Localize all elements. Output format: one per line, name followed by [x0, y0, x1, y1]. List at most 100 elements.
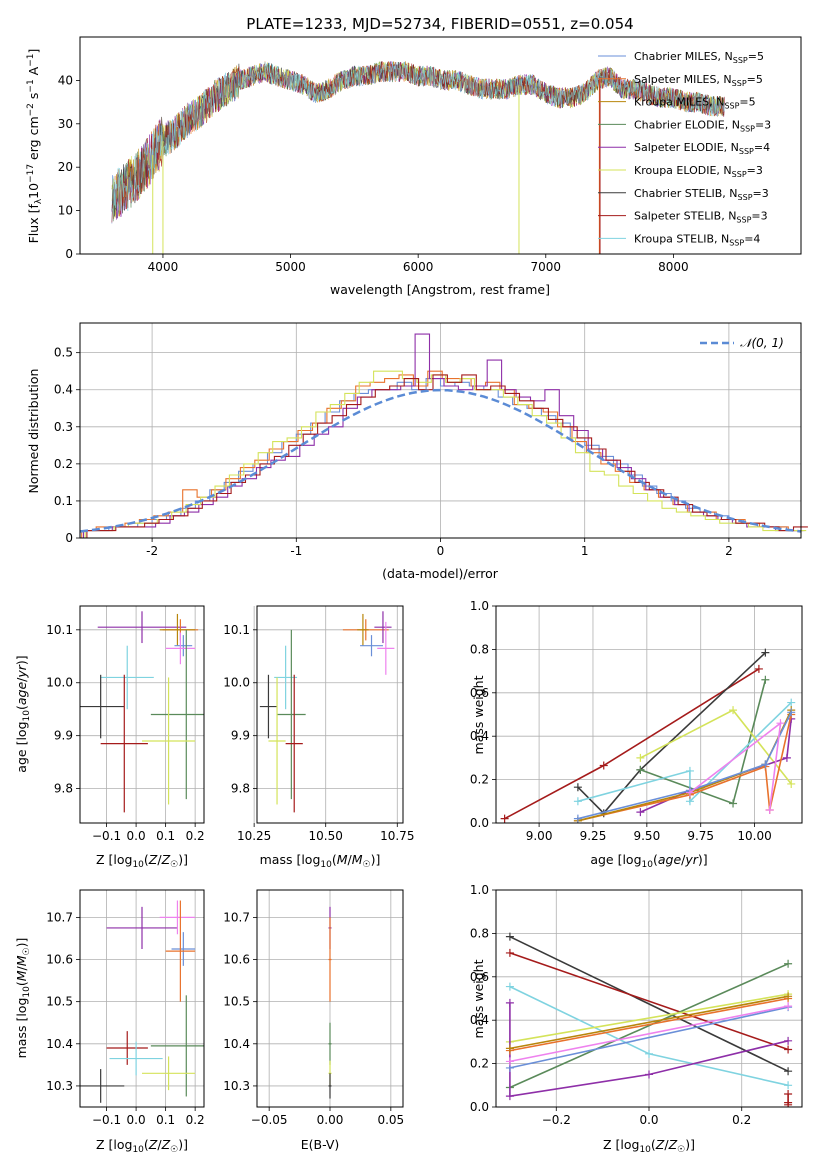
- weight-marker: [505, 998, 514, 1007]
- x-tick-label: −0.1: [92, 829, 121, 843]
- x-tick-label: 0.1: [156, 1113, 175, 1127]
- weight-marker: [784, 1036, 793, 1045]
- spectrum-legend: Chabrier MILES, NSSP=5 Salpeter MILES, NS…: [598, 50, 771, 247]
- weight-marker: [505, 932, 514, 941]
- weight-marker: [573, 814, 582, 823]
- weight-series-line: [577, 709, 792, 822]
- x-tick-label: 0.0: [127, 829, 146, 843]
- x-tick-label: 5000: [275, 260, 306, 274]
- age-vs-z-ylabel: age [log10(age/yr)]: [14, 655, 32, 772]
- residual-frame: [79, 322, 802, 539]
- weight-series-line: [509, 935, 789, 1072]
- x-tick-label: 8000: [658, 260, 689, 274]
- y-tick-label: 9.8: [54, 782, 73, 796]
- age-vs-mass-marks: [259, 611, 395, 813]
- weight-marker: [784, 1045, 793, 1054]
- weight-vs-age-ylabel: mass weight: [471, 675, 486, 754]
- weight-marker: [784, 959, 793, 968]
- normal-curve: [79, 388, 802, 533]
- y-tick-label: 0: [65, 247, 73, 261]
- y-tick-label: 0.3: [54, 420, 73, 434]
- x-tick-label: 1: [581, 544, 589, 558]
- y-tick-label: 0.2: [54, 457, 73, 471]
- weight-marker: [776, 719, 785, 728]
- x-tick-label: 0.2: [186, 829, 205, 843]
- spectrum-series-line: [111, 61, 725, 215]
- y-tick-label: 0.4: [470, 729, 489, 743]
- residual-histogram: [86, 374, 808, 538]
- y-tick-label: 0: [65, 531, 73, 545]
- weight-marker: [599, 761, 608, 770]
- y-tick-label: 10: [58, 204, 73, 218]
- x-tick-label: -2: [146, 544, 158, 558]
- legend-label: Salpeter ELODIE, NSSP=4: [634, 141, 770, 156]
- weight-marker: [645, 1070, 653, 1079]
- mass-vs-ebv-panel: −0.05 0.00 0.05 10.3 10.4 10.5 10.6 10.7: [223, 889, 404, 1127]
- x-tick-label: 0.1: [156, 829, 175, 843]
- weight-vs-age-frame: [495, 605, 803, 824]
- age-vs-mass-xlabel: mass [log10(M/M☉)]: [260, 852, 381, 870]
- legend-label: Chabrier MILES, NSSP=5: [634, 50, 764, 65]
- y-tick-label: 10.1: [46, 623, 73, 637]
- weight-marker: [729, 799, 738, 808]
- legend-label: Kroupa MILES, NSSP=5: [634, 96, 756, 111]
- spectrum-lines: [111, 61, 725, 254]
- spectrum-xlabel: wavelength [Angstrom, rest frame]: [330, 282, 550, 297]
- y-tick-label: 10.0: [46, 676, 73, 690]
- residual-xlabel: (data-model)/error: [382, 566, 499, 581]
- x-tick-label: 10.25: [237, 829, 271, 843]
- y-tick-label: 0.2: [470, 773, 489, 787]
- weight-marker: [729, 706, 738, 715]
- y-tick-label: 30: [58, 117, 73, 131]
- y-tick-label: 10.7: [223, 910, 250, 924]
- legend-label: Chabrier STELIB, NSSP=3: [634, 187, 769, 202]
- legend-label: Kroupa ELODIE, NSSP=3: [634, 164, 763, 179]
- y-tick-label: 0.0: [470, 816, 489, 830]
- residual-histogram: [84, 370, 807, 538]
- weight-marker: [505, 982, 514, 991]
- weight-vs-z-marks: [505, 932, 793, 1107]
- x-tick-label: −0.1: [92, 1113, 121, 1127]
- x-tick-label: 2: [725, 544, 733, 558]
- weight-marker: [787, 779, 796, 788]
- x-tick-label: 9.25: [580, 829, 607, 843]
- spectrum-title: PLATE=1233, MJD=52734, FIBERID=0551, z=0…: [246, 15, 633, 33]
- y-tick-label: 10.1: [223, 623, 250, 637]
- y-tick-label: 0.8: [470, 642, 489, 656]
- weight-marker: [573, 797, 582, 806]
- mass-vs-ebv-marks: [328, 906, 332, 1099]
- weight-marker: [784, 1081, 793, 1090]
- mass-vs-z-xlabel: Z [log10(Z/Z☉)]: [96, 1137, 188, 1155]
- weight-vs-age-marks: [500, 648, 796, 823]
- y-tick-label: 10.5: [46, 995, 73, 1009]
- parameter-panels: −0.1 0.0 0.1 0.29.89.910.010.110.25 10.50 10.…: [46, 599, 803, 1127]
- weight-vs-z-frame: [495, 889, 803, 1108]
- weight-vs-z-ylabel: mass weight: [471, 959, 486, 1038]
- weight-marker: [784, 1067, 793, 1076]
- weight-series-line: [509, 1005, 789, 1063]
- weight-marker: [784, 1100, 793, 1107]
- weight-marker: [685, 788, 694, 797]
- mass-vs-z-panel: −0.1 0.0 0.1 0.2 10.3 10.4 10.5 10.6 10.7: [46, 889, 205, 1127]
- weight-series-line: [509, 952, 789, 1051]
- weight-series-line: [577, 702, 792, 804]
- x-tick-label: 10.00: [737, 829, 771, 843]
- weight-marker: [636, 753, 645, 762]
- weight-marker: [784, 1089, 793, 1098]
- age-vs-z-marks: [80, 611, 204, 813]
- y-tick-label: 0.6: [470, 686, 489, 700]
- y-tick-label: 0.8: [470, 926, 489, 940]
- spectrum-axes: 4000 5000 6000 7000 8000 0 10 20 30 40: [58, 73, 689, 274]
- spectrum-frame: [79, 36, 802, 255]
- residual-histogram: [81, 370, 803, 538]
- weight-series-line: [509, 963, 789, 1089]
- weight-marker: [505, 1092, 514, 1101]
- weight-series-line: [504, 668, 760, 820]
- weight-marker: [784, 1002, 793, 1011]
- weight-marker: [765, 805, 774, 814]
- y-tick-label: 0.1: [54, 494, 73, 508]
- x-tick-label: 0.0: [639, 1113, 658, 1127]
- spectrum-ylabel: Flux [fλ10−17 erg cm−2 s−1 A−1]: [26, 49, 44, 244]
- y-tick-label: 0.4: [54, 383, 73, 397]
